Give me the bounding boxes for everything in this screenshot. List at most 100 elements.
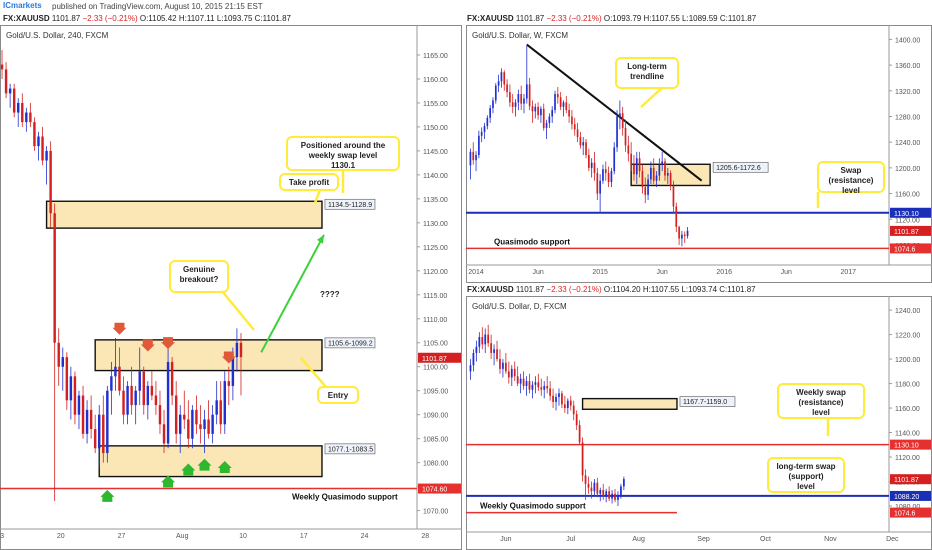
weekly-candle-body xyxy=(664,161,666,176)
daily-change: −2.33 (−0.21%) xyxy=(546,285,602,294)
weekly-candle-body xyxy=(619,113,621,117)
h4-candle xyxy=(25,107,28,132)
h4-candle xyxy=(17,98,20,127)
daily-candle-body xyxy=(558,393,560,398)
h4-zone-label-box xyxy=(324,443,376,455)
weekly-x-tick: Jun xyxy=(781,269,792,276)
h4-candle xyxy=(195,395,198,434)
h4-level-tag xyxy=(418,483,461,494)
h4-note-take-profit-pointer xyxy=(313,189,322,204)
weekly-candle-body xyxy=(489,108,491,118)
h4-note-breakout-pointer xyxy=(221,290,255,331)
weekly-candle-body xyxy=(480,131,483,136)
h4-y-tick: 1070.00 xyxy=(423,509,448,516)
h4-candle xyxy=(170,357,174,406)
h4-note-positioned-text: 1130.1 xyxy=(331,161,356,170)
h4-candle-body xyxy=(4,69,8,94)
daily-candle xyxy=(475,340,478,362)
daily-candle-body xyxy=(593,482,596,492)
daily-close: C:1101.87 xyxy=(719,285,756,294)
daily-title: Gold/U.S. Dollar, D, FXCM xyxy=(472,302,567,311)
weekly-candle-body xyxy=(652,167,655,181)
h4-candle xyxy=(73,371,77,425)
daily-candle-body xyxy=(475,346,478,353)
daily-candle-body xyxy=(516,376,519,384)
h4-zone-label: 1105.6-1099.2 xyxy=(328,340,373,347)
h4-candle xyxy=(21,93,24,127)
h4-candle xyxy=(211,405,214,444)
h4-title: Gold/U.S. Dollar, 240, FXCM xyxy=(6,31,109,40)
weekly-candle xyxy=(599,174,601,212)
h4-candle-body xyxy=(126,385,129,415)
weekly-candle-body xyxy=(548,116,551,123)
weekly-candle xyxy=(666,167,669,184)
h4-y-tick: 1110.00 xyxy=(423,317,447,324)
h4-candle xyxy=(8,83,12,108)
daily-candle-body xyxy=(472,352,475,366)
weekly-level-tag xyxy=(890,243,931,254)
h4-note-breakout-text: breakout? xyxy=(180,275,219,284)
weekly-candle xyxy=(494,83,497,104)
daily-x-tick: Aug xyxy=(632,536,645,543)
h4-green-arrow-icon xyxy=(181,463,196,476)
h4-chart[interactable]: 1070.001075.001080.001085.001090.001095.… xyxy=(0,25,462,550)
daily-candle-body xyxy=(614,493,616,500)
daily-candle xyxy=(525,376,528,396)
daily-frame xyxy=(466,296,932,550)
daily-candle xyxy=(587,476,590,494)
daily-candle-body xyxy=(602,490,605,497)
weekly-candle xyxy=(559,92,562,111)
weekly-candle-body xyxy=(681,234,683,239)
h4-candle xyxy=(150,371,154,401)
h4-candle-body xyxy=(57,342,60,367)
daily-candle-body xyxy=(575,414,578,426)
h4-y-tick: 1100.00 xyxy=(423,365,448,372)
weekly-candle xyxy=(509,84,511,107)
daily-candle xyxy=(611,490,613,504)
h4-candle xyxy=(69,366,73,420)
daily-candle-body xyxy=(540,387,543,390)
daily-zone-label: 1167.7-1159.0 xyxy=(683,399,727,406)
weekly-note-trendline-text: Long-term xyxy=(627,62,667,71)
h4-candle xyxy=(12,83,16,118)
weekly-chart[interactable]: 1080.001120.001160.001200.001240.001280.… xyxy=(466,25,932,283)
weekly-y-tick: 1280.00 xyxy=(895,114,920,121)
h4-candle xyxy=(122,376,125,425)
h4-candle-body xyxy=(118,366,121,391)
h4-candle-body xyxy=(98,414,101,449)
h4-candle xyxy=(227,366,231,406)
daily-chart[interactable]: 1080.001100.001120.001140.001160.001180.… xyxy=(466,296,932,550)
weekly-candle-body xyxy=(650,167,652,180)
daily-candle-body xyxy=(578,425,581,443)
weekly-candle xyxy=(630,142,632,172)
h4-y-tick: 1130.00 xyxy=(423,221,448,228)
weekly-y-tick: 1400.00 xyxy=(895,37,920,44)
h4-candle-body xyxy=(207,419,210,434)
h4-candle xyxy=(154,381,158,415)
weekly-candle-body xyxy=(590,162,593,168)
weekly-candle xyxy=(489,104,491,123)
h4-price-tag xyxy=(418,352,461,363)
brand-logo[interactable]: ICmarkets xyxy=(3,1,42,10)
daily-candle xyxy=(584,469,587,500)
weekly-candle xyxy=(503,70,506,91)
weekly-candle-body xyxy=(641,171,644,188)
weekly-candle xyxy=(511,94,514,114)
h4-candle xyxy=(174,381,178,444)
h4-candle-body xyxy=(69,376,73,401)
h4-note-breakout-text: Genuine xyxy=(183,265,216,274)
weekly-candle xyxy=(565,95,568,114)
daily-x-tick: Jul xyxy=(566,536,575,543)
weekly-candle xyxy=(590,158,593,178)
weekly-candle-body xyxy=(509,92,511,103)
weekly-candle-body xyxy=(683,234,686,236)
weekly-candle xyxy=(469,148,472,180)
h4-level-value: 1074.60 xyxy=(422,487,447,494)
daily-candle-body xyxy=(537,382,540,388)
h4-y-tick: 1125.00 xyxy=(423,245,448,252)
h4-candle xyxy=(102,395,105,463)
daily-candle xyxy=(593,479,596,497)
daily-candle xyxy=(513,361,516,382)
h4-candle xyxy=(85,400,89,444)
weekly-candle-body xyxy=(562,102,565,107)
